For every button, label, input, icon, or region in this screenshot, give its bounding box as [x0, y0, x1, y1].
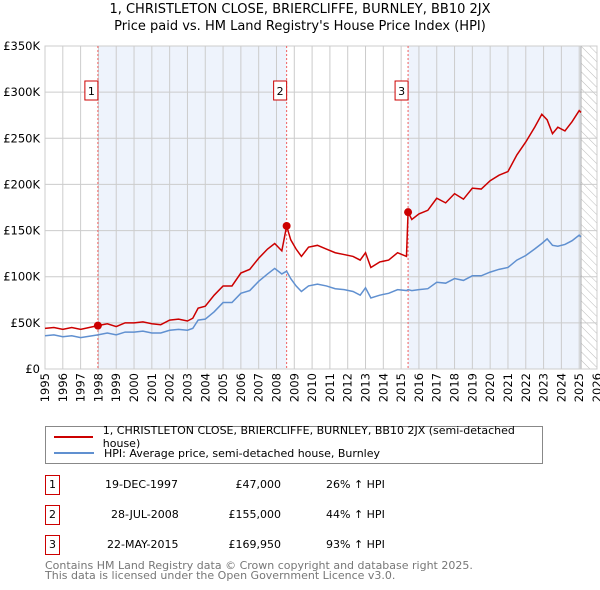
transaction-row: 3 22-MAY-2015 £169,950 93% ↑ HPI	[45, 535, 545, 555]
x-tick-label: 2009	[287, 373, 301, 402]
date: 28-JUL-2008	[111, 508, 179, 521]
forecast-hatch	[580, 46, 597, 369]
x-tick-label: 1998	[91, 373, 105, 402]
x-tick-label: 2010	[305, 373, 319, 402]
legend-label-property: 1, CHRISTLETON CLOSE, BRIERCLIFFE, BURNL…	[102, 424, 515, 450]
legend: 1, CHRISTLETON CLOSE, BRIERCLIFFE, BURNL…	[45, 424, 543, 464]
y-tick-label: £250K	[3, 131, 40, 145]
legend-label-hpi: HPI: Average price, semi-detached house,…	[104, 446, 381, 460]
x-tick-label: 2016	[412, 373, 426, 402]
x-tick-label: 2023	[537, 373, 551, 402]
plot-border	[44, 45, 598, 370]
x-tick-label: 2003	[180, 373, 194, 402]
hpi-change: 26% ↑ HPI	[326, 478, 385, 491]
x-tick-label: 1995	[38, 373, 52, 402]
price: £169,950	[228, 538, 282, 551]
y-tick-label: £100K	[3, 270, 40, 284]
x-tick-label: 2024	[554, 373, 568, 402]
marker-badge: 1	[45, 475, 60, 495]
date: 22-MAY-2015	[107, 538, 179, 551]
x-tick-label: 2017	[430, 373, 444, 402]
sale-point	[93, 321, 102, 330]
x-tick-label: 2008	[269, 373, 283, 402]
price: £47,000	[235, 478, 282, 491]
x-tick-label: 2015	[394, 373, 408, 402]
x-tick-label: 2018	[448, 373, 462, 402]
x-tick-label: 2012	[341, 373, 355, 402]
sale-point	[282, 221, 291, 230]
x-tick-label: 2013	[359, 373, 373, 402]
x-tick-label: 2002	[163, 373, 177, 402]
y-tick-label: £0	[25, 362, 40, 376]
footer-copyright: Contains HM Land Registry data © Crown c…	[45, 559, 473, 572]
x-tick-label: 2000	[127, 373, 141, 402]
x-tick-label: 2020	[483, 373, 497, 402]
marker-box	[394, 80, 409, 101]
hpi-change: 44% ↑ HPI	[326, 508, 385, 521]
chart-subtitle: Price paid vs. HM Land Registry's House …	[114, 19, 486, 34]
x-tick-label: 2025	[572, 373, 586, 402]
x-tick-label: 2006	[234, 373, 248, 402]
y-tick-label: £350K	[3, 39, 40, 53]
hpi-line	[44, 234, 582, 339]
transaction-row: 2 28-JUL-2008 £155,000 44% ↑ HPI	[45, 505, 545, 525]
y-tick-label: £50K	[11, 316, 41, 330]
hpi-change: 93% ↑ HPI	[326, 538, 385, 551]
x-tick-label: 2004	[198, 373, 212, 402]
marker-label: 3	[398, 85, 405, 98]
y-tick-label: £200K	[3, 177, 40, 191]
x-tick-label: 2014	[376, 373, 390, 402]
x-tick-label: 2001	[145, 373, 159, 402]
date: 19-DEC-1997	[105, 478, 179, 491]
price-chart: 1995 1996 1997 1998 1999 2000 2001 2002 2003 2004…	[3, 39, 600, 402]
legend-swatch-red	[54, 436, 93, 438]
footer: Contains HM Land Registry data © Crown c…	[45, 559, 473, 582]
price-line	[44, 109, 582, 331]
price: £155,000	[228, 508, 282, 521]
chart-title: 1, CHRISTLETON CLOSE, BRIERCLIFFE, BURNL…	[109, 2, 491, 17]
x-tick-label: 1999	[109, 373, 123, 402]
x-tick-label: 2011	[323, 373, 337, 402]
legend-swatch-blue	[54, 452, 94, 454]
x-tick-label: 2026	[590, 373, 600, 402]
x-tick-label: 1996	[56, 373, 70, 402]
marker-box	[84, 80, 99, 101]
marker-badge: 3	[45, 535, 60, 555]
marker-label: 2	[277, 85, 284, 98]
shaded-period	[97, 46, 287, 369]
footer-licence: This data is licensed under the Open Gov…	[45, 569, 396, 582]
shaded-period	[408, 46, 581, 369]
x-tick-label: 2007	[252, 373, 266, 402]
x-tick-label: 2005	[216, 373, 230, 402]
x-tick-label: 2019	[465, 373, 479, 402]
y-tick-label: £300K	[3, 85, 40, 99]
x-tick-label: 2021	[501, 373, 515, 402]
marker-badge: 2	[45, 505, 60, 525]
x-tick-label: 2022	[519, 373, 533, 402]
marker-box	[273, 80, 288, 101]
transaction-row: 1 19-DEC-1997 £47,000 26% ↑ HPI	[45, 475, 545, 495]
y-tick-label: £150K	[3, 224, 40, 238]
x-tick-label: 1997	[74, 373, 88, 402]
marker-label: 1	[88, 85, 95, 98]
sale-point	[404, 208, 413, 217]
